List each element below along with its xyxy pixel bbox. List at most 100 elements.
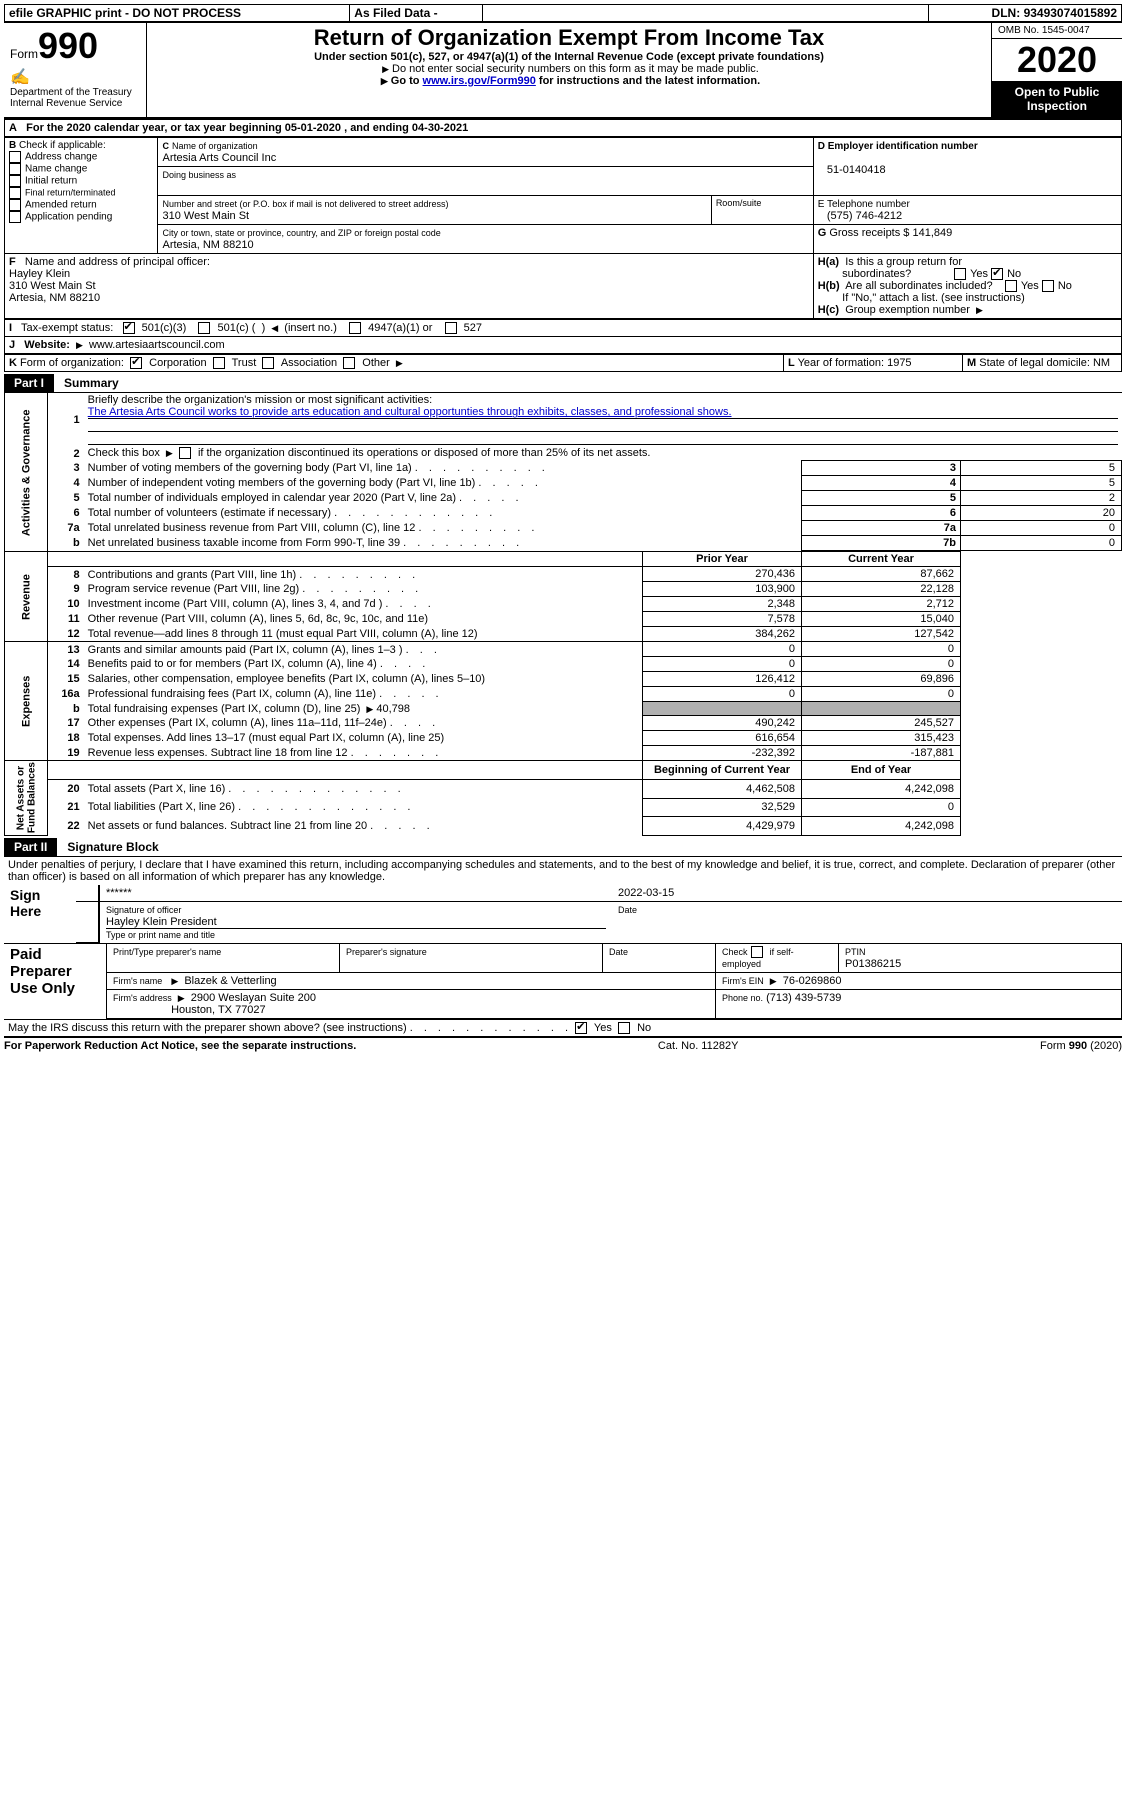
chk-discuss-yes[interactable] bbox=[575, 1022, 587, 1034]
ssn-note: Do not enter social security numbers on … bbox=[392, 63, 759, 75]
chk-ha-yes[interactable] bbox=[954, 268, 966, 280]
chk-self-employed[interactable] bbox=[751, 946, 763, 958]
line-21: 21Total liabilities (Part X, line 26) . … bbox=[5, 798, 1122, 817]
sign-here-block: Sign Here ****** 2022-03-15 Signature of… bbox=[4, 885, 1122, 944]
line-20: 20Total assets (Part X, line 16) . . . .… bbox=[5, 780, 1122, 799]
chk-hb-no[interactable] bbox=[1042, 280, 1054, 292]
box-g: G Gross receipts $ 141,849 bbox=[813, 225, 1121, 254]
box-b-intro: Check if applicable: bbox=[19, 140, 106, 151]
row-a-pre: For the 2020 calendar year, or tax year … bbox=[26, 122, 285, 134]
line-3: 3Number of voting members of the governi… bbox=[5, 461, 1122, 476]
topbar-spacer bbox=[482, 5, 929, 23]
line-11: 11Other revenue (Part VIII, column (A), … bbox=[5, 612, 1122, 627]
firm-phone: (713) 439-5739 bbox=[766, 992, 841, 1004]
line-9: 9Program service revenue (Part VIII, lin… bbox=[5, 582, 1122, 597]
gross-receipts: 141,849 bbox=[912, 227, 952, 239]
chk-final-return[interactable] bbox=[9, 187, 21, 199]
chk-527[interactable] bbox=[445, 322, 457, 334]
omb-label: OMB No. 1545-0047 bbox=[992, 23, 1122, 39]
sign-here-label: Sign Here bbox=[4, 885, 76, 943]
chk-association[interactable] bbox=[262, 357, 274, 369]
chk-corporation[interactable] bbox=[130, 357, 142, 369]
goto-pre: Go to bbox=[391, 75, 423, 87]
firm-addr2: Houston, TX 77027 bbox=[171, 1004, 266, 1016]
chk-discontinued[interactable] bbox=[179, 447, 191, 459]
line-15: 15Salaries, other compensation, employee… bbox=[5, 672, 1122, 687]
chk-trust[interactable] bbox=[213, 357, 225, 369]
line-18: 18Total expenses. Add lines 13–17 (must … bbox=[5, 731, 1122, 746]
return-subtitle: Under section 501(c), 527, or 4947(a)(1)… bbox=[153, 51, 985, 63]
chk-name-change[interactable] bbox=[9, 163, 21, 175]
return-title: Return of Organization Exempt From Incom… bbox=[153, 25, 985, 51]
irs-label: Internal Revenue Service bbox=[10, 98, 140, 109]
line-7a: 7aTotal unrelated business revenue from … bbox=[5, 521, 1122, 536]
chk-4947[interactable] bbox=[349, 322, 361, 334]
website-value: www.artesiaartscouncil.com bbox=[89, 339, 225, 351]
org-street: 310 West Main St bbox=[162, 210, 249, 222]
officer-name: Hayley Klein bbox=[9, 268, 70, 280]
line-22: 22Net assets or fund balances. Subtract … bbox=[5, 817, 1122, 836]
efile-label: efile GRAPHIC print - DO NOT PROCESS bbox=[5, 5, 350, 23]
dln-label: DLN: bbox=[992, 6, 1021, 20]
row-a-label: A bbox=[9, 122, 17, 134]
chk-initial-return[interactable] bbox=[9, 175, 21, 187]
chk-501c3[interactable] bbox=[123, 322, 135, 334]
irs-link[interactable]: www.irs.gov/Form990 bbox=[423, 75, 536, 87]
line-5: 5Total number of individuals employed in… bbox=[5, 491, 1122, 506]
room-suite-label: Room/suite bbox=[711, 196, 813, 225]
line-19: 19Revenue less expenses. Subtract line 1… bbox=[5, 746, 1122, 761]
perjury-declaration: Under penalties of perjury, I declare th… bbox=[4, 856, 1122, 885]
part-i-title: Summary bbox=[54, 374, 129, 392]
chk-501c[interactable] bbox=[198, 322, 210, 334]
signature-stars: ****** bbox=[106, 887, 132, 899]
tax-year: 2020 bbox=[992, 39, 1122, 81]
part-ii-title: Signature Block bbox=[57, 838, 168, 856]
vert-activities-governance: Activities & Governance bbox=[5, 393, 48, 552]
box-k-l-m: K Form of organization: Corporation Trus… bbox=[4, 354, 1122, 372]
discuss-row: May the IRS discuss this return with the… bbox=[4, 1019, 1122, 1036]
phone-value: (575) 746-4212 bbox=[827, 210, 902, 222]
cat-no: Cat. No. 11282Y bbox=[658, 1040, 739, 1052]
efile-topbar: efile GRAPHIC print - DO NOT PROCESS As … bbox=[4, 4, 1122, 23]
chk-amended-return[interactable] bbox=[9, 199, 21, 211]
chk-ha-no[interactable] bbox=[991, 268, 1003, 280]
chk-hb-yes[interactable] bbox=[1005, 280, 1017, 292]
firm-name: Blazek & Vetterling bbox=[184, 975, 276, 987]
box-c-addr: Number and street (or P.O. box if mail i… bbox=[158, 196, 711, 225]
officer-name-title: Hayley Klein President bbox=[106, 916, 606, 929]
form-prefix: Form bbox=[10, 47, 38, 61]
line-17: 17Other expenses (Part IX, column (A), l… bbox=[5, 716, 1122, 731]
identification-block: B Check if applicable: Address change Na… bbox=[4, 137, 1122, 319]
box-f: F Name and address of principal officer:… bbox=[5, 254, 814, 319]
line-6: 6Total number of volunteers (estimate if… bbox=[5, 506, 1122, 521]
goto-post: for instructions and the latest informat… bbox=[536, 75, 760, 87]
box-b: B Check if applicable: Address change Na… bbox=[5, 138, 158, 254]
line-12: 12Total revenue—add lines 8 through 11 (… bbox=[5, 627, 1122, 642]
box-b-label: B bbox=[9, 140, 16, 151]
chk-application-pending[interactable] bbox=[9, 211, 21, 223]
row-a-mid: , and ending bbox=[344, 122, 412, 134]
line-10: 10Investment income (Part VIII, column (… bbox=[5, 597, 1122, 612]
paid-preparer-block: Paid Preparer Use Only Print/Type prepar… bbox=[4, 943, 1122, 1019]
part-ii-header: Part II Signature Block bbox=[4, 838, 1122, 856]
chk-discuss-no[interactable] bbox=[618, 1022, 630, 1034]
box-d-label: D Employer identification number bbox=[818, 141, 978, 152]
box-i-j: I Tax-exempt status: 501(c)(3) 501(c) ( … bbox=[4, 319, 1122, 354]
page-footer: For Paperwork Reduction Act Notice, see … bbox=[4, 1036, 1122, 1052]
paid-preparer-label: Paid Preparer Use Only bbox=[4, 944, 107, 1019]
form-header: Form990 ✍ Department of the Treasury Int… bbox=[4, 23, 1122, 119]
row-a: A For the 2020 calendar year, or tax yea… bbox=[4, 119, 1122, 137]
firm-addr1: 2900 Weslayan Suite 200 bbox=[191, 992, 316, 1004]
line-16b: bTotal fundraising expenses (Part IX, co… bbox=[5, 702, 1122, 716]
chk-address-change[interactable] bbox=[9, 151, 21, 163]
row-a-end: 04-30-2021 bbox=[412, 122, 468, 134]
dln-value: 93493074015892 bbox=[1024, 6, 1117, 20]
asfiled-label: As Filed Data - bbox=[350, 5, 482, 23]
part-i-header: Part I Summary bbox=[4, 374, 1122, 392]
part-ii-label: Part II bbox=[4, 838, 57, 856]
part-i-body: Activities & Governance 1 Briefly descri… bbox=[4, 392, 1122, 835]
line-14: 14Benefits paid to or for members (Part … bbox=[5, 657, 1122, 672]
box-c-name: C Name of organization Artesia Arts Coun… bbox=[158, 138, 813, 167]
mission-text[interactable]: The Artesia Arts Council works to provid… bbox=[88, 406, 1118, 419]
chk-other[interactable] bbox=[343, 357, 355, 369]
